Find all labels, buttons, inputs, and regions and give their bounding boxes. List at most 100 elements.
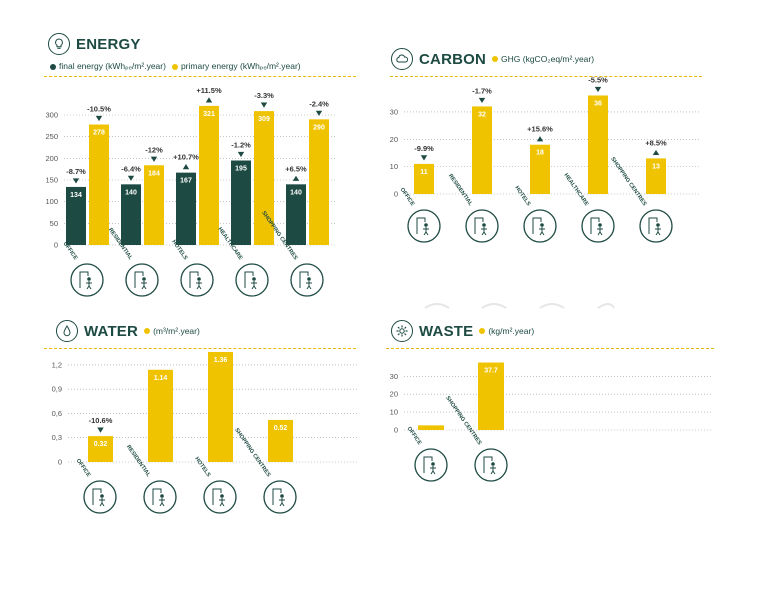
recycle-icon	[391, 320, 413, 342]
y-tick-label: 300	[45, 111, 58, 120]
y-tick-label: 10	[390, 408, 398, 417]
change-arrow	[97, 427, 104, 433]
data-label: 140	[290, 189, 302, 196]
energy-legend: final energy (kWhₚₑ/m².year) primary ene…	[50, 61, 301, 72]
escalator-icon-building	[648, 217, 658, 234]
hotel-guest-icon	[523, 209, 557, 243]
y-tick-label: 0,9	[52, 385, 62, 394]
hotel-guest-icon-building	[189, 271, 199, 288]
healthcare-patient-icon-body	[597, 227, 603, 236]
residential-house-icon-head	[482, 223, 486, 227]
lightbulb-icon	[48, 33, 70, 55]
escalator-icon-head	[656, 223, 660, 227]
category-label: OFFICE	[399, 187, 416, 207]
hotel-guest-icon	[203, 480, 237, 514]
hotel-guest-icon-head	[540, 223, 544, 227]
y-tick-label: 10	[390, 162, 398, 171]
healthcare-patient-icon	[235, 263, 269, 297]
office-worker-icon	[83, 480, 117, 514]
office-worker-icon-head	[100, 494, 104, 498]
legend-final-dot	[50, 63, 56, 70]
bar-water-0-1	[148, 369, 173, 462]
carbon-header-line	[390, 76, 702, 77]
energy-header: ENERGY	[48, 33, 141, 55]
change-arrow	[182, 164, 190, 170]
change-arrow	[72, 178, 80, 184]
data-label: 2.6	[426, 430, 436, 437]
change-label: -8.7%	[66, 167, 86, 176]
change-label: +10.7%	[173, 153, 199, 162]
cloud-icon	[391, 48, 413, 70]
bar-energy-1-4	[309, 119, 329, 245]
y-tick-label: 0,6	[52, 409, 62, 418]
y-tick-label: 0,3	[52, 433, 62, 442]
office-worker-icon-body	[423, 227, 429, 236]
office-worker-icon-building	[79, 271, 89, 288]
bar-carbon-0-3	[588, 95, 608, 194]
data-label: 195	[235, 166, 247, 173]
residential-house-icon-head	[160, 494, 164, 498]
bar-energy-0-3	[231, 160, 251, 245]
bar-waste-0-0	[418, 425, 444, 430]
data-label: 1.14	[154, 375, 168, 382]
data-label: 1.36	[214, 357, 228, 364]
escalator-icon-body	[655, 227, 661, 236]
office-worker-icon	[414, 448, 448, 482]
carbon-legend: GHG (kgCO₂eq/m².year)	[492, 54, 594, 64]
data-label: 37.7	[484, 368, 498, 375]
energy-header-line	[44, 76, 356, 77]
waste-header-line	[386, 348, 714, 349]
hotel-guest-icon-building	[212, 488, 222, 505]
change-label: -12%	[145, 145, 163, 154]
office-worker-icon-head	[87, 277, 91, 281]
category-carbon-0: OFFICE	[399, 187, 441, 243]
change-label: +15.6%	[527, 125, 553, 134]
hotel-guest-icon-body	[196, 281, 202, 290]
energy-plot: 0 50 100 150 200 250 300 134 -8.7% 278 -10.5% OFFIC…	[45, 86, 336, 297]
data-label: 290	[313, 124, 325, 131]
change-arrow	[315, 110, 323, 116]
bar-water-0-0	[88, 436, 113, 462]
healthcare-patient-icon-body	[251, 281, 257, 290]
healthcare-patient-icon	[581, 209, 615, 243]
bar-energy-1-1	[144, 165, 164, 245]
legend-primary-dot	[171, 63, 178, 70]
carbon-plot: 0 10 20 30 11 -9.9% OFFICE 32 -1.7% RESIDENTIAL 18…	[390, 75, 700, 243]
office-worker-icon-building	[423, 456, 433, 473]
carbon-title: CARBON	[419, 50, 487, 68]
hotel-guest-icon-head	[197, 277, 201, 281]
change-label: +6.5%	[285, 164, 307, 173]
change-arrow	[150, 156, 158, 162]
change-arrow	[237, 151, 245, 158]
legend-waste-label: (kg/m².year)	[488, 326, 535, 336]
change-label: -10.6%	[89, 416, 113, 425]
category-label: HEALTHCARE	[562, 172, 589, 207]
residential-house-icon-body	[159, 498, 165, 507]
escalator-icon-building	[299, 271, 309, 288]
bar-carbon-0-2	[530, 144, 550, 194]
residential-house-icon	[125, 263, 159, 297]
bar-water-0-2	[208, 352, 233, 462]
data-label: 11	[420, 169, 428, 176]
y-tick-label: 20	[390, 135, 398, 144]
healthcare-patient-icon-building	[244, 271, 254, 288]
y-tick-label: 250	[45, 132, 58, 141]
data-label: 36	[594, 100, 602, 107]
y-tick-label: 200	[45, 154, 58, 163]
residential-house-icon-body	[141, 281, 147, 290]
residential-house-icon-building	[152, 488, 162, 505]
data-label: 0.52	[274, 425, 288, 432]
y-tick-label: 100	[45, 197, 58, 206]
change-label: -10.5%	[87, 105, 111, 114]
energy-title: ENERGY	[76, 35, 141, 53]
decorative-arcs	[424, 303, 615, 309]
y-tick-label: 0	[394, 190, 398, 199]
change-arrow	[205, 97, 213, 103]
residential-house-icon-head	[142, 277, 146, 281]
office-worker-icon-building	[416, 217, 426, 234]
escalator-icon-body	[490, 466, 496, 475]
legend-water-label: (m³/m².year)	[153, 326, 200, 336]
change-label: -9.9%	[414, 144, 434, 153]
data-label: 184	[148, 170, 160, 177]
office-worker-icon-body	[99, 498, 105, 507]
